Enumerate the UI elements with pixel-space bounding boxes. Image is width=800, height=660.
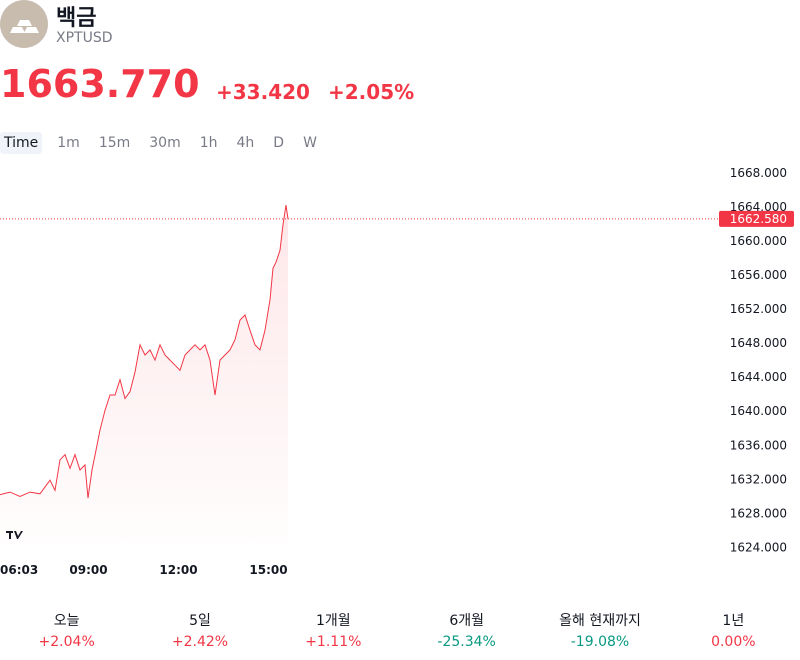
y-tick-label: 1644.000 (730, 370, 787, 384)
interval-tab[interactable]: 1h (199, 135, 218, 151)
price: 1663.770 (0, 62, 200, 106)
line (0, 205, 289, 499)
asset-title: 백금 (56, 6, 97, 31)
interval-tab[interactable]: 1m (57, 135, 80, 151)
period-item[interactable]: 6개월 -25.34% (400, 610, 533, 650)
y-tick-label: 1668.000 (730, 166, 787, 180)
y-tick-label: 1632.000 (730, 472, 787, 486)
period-label: 5일 (189, 613, 211, 629)
period-label: 올해 현재까지 (559, 613, 641, 629)
period-label: 1년 (722, 613, 745, 629)
last-price-badge (719, 210, 794, 227)
interval-tab[interactable]: 30m (149, 135, 181, 151)
chart: 1624.000 1628.000 1632.000 1636.000 1640.000… (0, 166, 794, 577)
interval-tab[interactable]: D (273, 135, 285, 151)
period-value: +1.11% (305, 634, 362, 650)
period-value: +2.42% (171, 634, 229, 650)
y-tick-label: 1636.000 (730, 438, 787, 452)
period-value: 0.00% (711, 634, 756, 650)
price-change: +33.420 (216, 80, 310, 104)
period-label: 1개월 (315, 613, 351, 629)
line-area (0, 205, 288, 544)
period-item[interactable]: 5일 +2.42% (133, 610, 266, 650)
period-value: -25.34% (437, 634, 496, 650)
interval-tab[interactable]: Time (0, 132, 43, 154)
period-item[interactable]: 1년 0.00% (667, 610, 800, 650)
period-label: 6개월 (449, 613, 484, 629)
y-tick-label: 1652.000 (730, 302, 787, 316)
y-tick-label: 1660.000 (730, 234, 787, 248)
period-item[interactable]: 오늘 +2.04% (0, 610, 133, 650)
x-tick-label: 06:03 (0, 563, 38, 577)
y-tick-label: 1664.000 (730, 200, 787, 214)
y-tick-label: 1624.000 (730, 540, 787, 554)
y-tick-label: 1640.000 (730, 404, 787, 418)
interval-tabs: Time 1m 15m 30m 1h 4h D W (0, 132, 332, 154)
y-tick-label: 1628.000 (730, 506, 787, 520)
period-value: -19.08% (570, 634, 630, 650)
asset-icon (0, 0, 48, 48)
period-performance: 오늘 +2.04% 5일 +2.42% 1개월 +1.11% 6개월 -25.34% 올해 현재… (0, 610, 800, 650)
y-tick-label: 1648.000 (730, 336, 787, 350)
interval-tab[interactable]: 15m (98, 135, 131, 151)
x-tick-label: 12:00 (159, 563, 197, 577)
y-tick-label: 1656.000 (730, 268, 787, 282)
x-tick-label: 09:00 (69, 563, 107, 577)
last-price-label: 1662.580 (730, 212, 787, 226)
interval-tab[interactable]: 4h (236, 135, 255, 151)
period-value: +2.04% (38, 634, 95, 650)
period-label: 오늘 (53, 613, 80, 629)
asset-symbol: XPTUSD (56, 30, 113, 46)
x-tick-label: 15:00 (249, 563, 287, 577)
price-change-percent: +2.05% (328, 80, 415, 104)
interval-tab[interactable]: W (303, 135, 317, 151)
period-item[interactable]: 올해 현재까지 -19.08% (533, 610, 666, 650)
period-item[interactable]: 1개월 +1.11% (267, 610, 400, 650)
